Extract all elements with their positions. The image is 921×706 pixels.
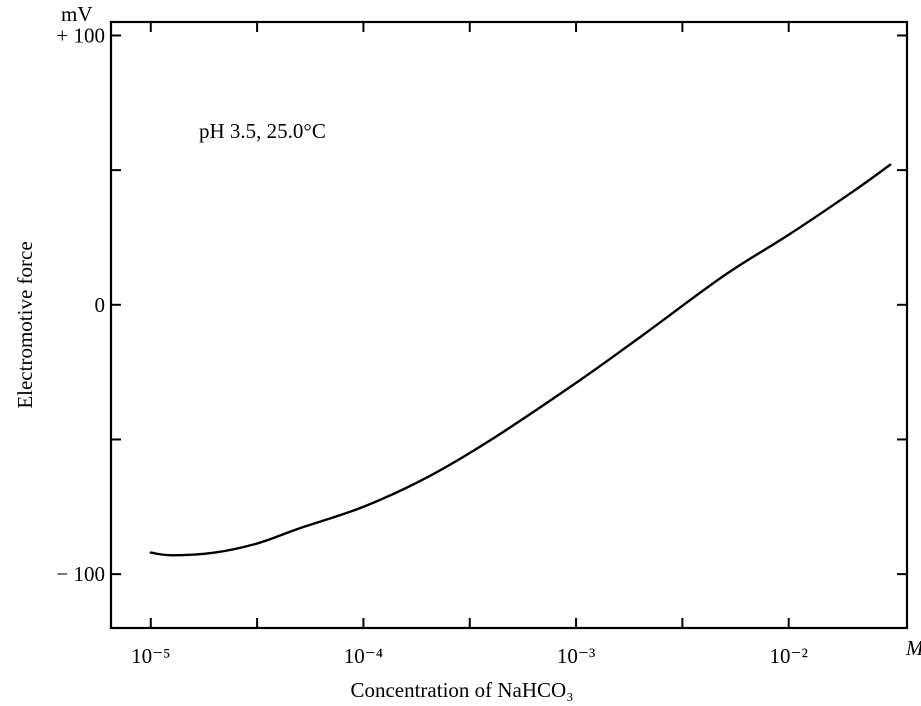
x-tick-label: 10⁻⁵ — [131, 644, 170, 668]
y-tick-labels: + 100 0 − 100 — [56, 23, 105, 586]
y-unit-label: mV — [61, 2, 93, 26]
tick-marks — [111, 22, 907, 628]
y-tick-label: + 100 — [56, 23, 105, 47]
y-tick-label: − 100 — [56, 562, 105, 586]
x-unit-label: M — [905, 636, 921, 660]
plot-frame — [109, 20, 909, 630]
x-tick-labels: 10⁻⁵ 10⁻⁴ 10⁻³ 10⁻² — [131, 644, 808, 668]
series-line — [149, 163, 892, 557]
annotation-conditions: pH 3.5, 25.0°C — [199, 119, 326, 143]
y-tick-label: 0 — [95, 293, 106, 317]
x-tick-label: 10⁻³ — [557, 644, 595, 668]
x-axis-title: Concentration of NaHCO₃ — [350, 678, 573, 702]
x-tick-label: 10⁻² — [770, 644, 808, 668]
y-axis-title: Electromotive force — [13, 241, 37, 408]
x-tick-label: 10⁻⁴ — [344, 644, 383, 668]
